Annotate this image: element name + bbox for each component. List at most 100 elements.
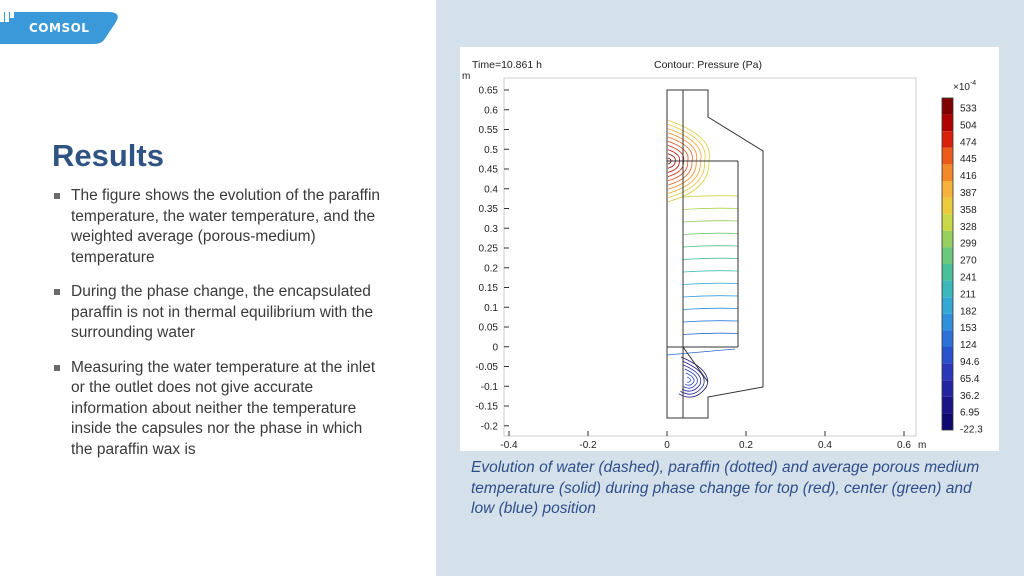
colorbar-label: 211 [960,289,976,300]
y-tick-label: 0.5 [484,145,498,156]
colorbar-label: 533 [960,104,977,115]
y-tick-label: 0.15 [479,283,499,294]
contour-line [682,332,739,335]
bullet-text: During the phase change, the encapsulate… [71,283,374,341]
contour-line [683,368,698,389]
colorbar-label: 387 [960,188,977,199]
plot-frame [503,77,917,437]
geometry-outline [666,89,764,419]
logo-text: COMSOL [29,21,90,35]
colorbar-label: 94.6 [960,357,980,368]
bullet-marker-icon [54,193,60,199]
colorbar-segment [942,164,953,181]
colorbar-frame [941,97,954,431]
colorbar-segment [942,396,953,414]
contour-plot: Time=10.861 h Contour: Pressure (Pa) m m… [462,59,983,451]
colorbar-segment [942,214,953,231]
pressure-contours [666,119,739,398]
colorbar-label: 358 [960,205,977,216]
y-tick-label: -0.2 [481,421,499,432]
inlet-diagonal [682,346,709,383]
colorbar-label: 153 [960,323,977,334]
colorbar-segment [942,347,953,364]
y-tick-label: 0.1 [484,303,498,314]
colorbar-label: -22.3 [960,425,983,436]
colorbar-label: 124 [960,340,977,351]
colorbar-segment [942,147,953,165]
figure-caption: Evolution of water (dashed), paraffin (d… [471,459,980,517]
y-tick-label: 0.3 [484,224,498,235]
y-unit-label: m [462,71,470,82]
y-tick-label: -0.15 [475,402,498,413]
x-unit-label: m [918,440,926,451]
y-tick-label: 0 [492,342,498,353]
colorbar-exponent: ×10-4 [953,80,976,93]
bullet-item: During the phase change, the encapsulate… [52,282,382,344]
contour-line [682,270,739,273]
comsol-logo: COMSOL [0,12,122,44]
x-tick-label: -0.4 [500,440,518,451]
y-axis: 0.65 0.6 0.55 0.5 0.45 0.4 0.35 0.3 0.25 0.2 0.15 0… [475,86,509,432]
bullet-text: Measuring the water temperature at the i… [71,358,376,458]
y-tick-label: 0.55 [479,125,499,136]
contour-line [682,220,739,223]
contour-line [681,364,702,392]
colorbar-label: 241 [960,273,977,284]
contour-line [682,282,739,285]
contour-line [666,348,736,356]
colorbar-segment [942,280,953,298]
bullet-marker-icon [54,364,60,371]
contour-label: Contour: Pressure (Pa) [654,59,762,71]
contour-line [682,295,739,298]
y-tick-label: 0.2 [484,263,498,274]
contour-line [682,307,739,310]
colorbar-label: 504 [960,120,977,131]
comsol-mark-icon [0,12,14,22]
contour-line [682,195,739,198]
y-tick-label: 0.35 [479,204,499,215]
colorbar-label: 416 [960,171,977,182]
colorbar-segment [942,313,953,331]
colorbar-segment [942,230,953,248]
y-tick-label: 0.6 [484,105,498,116]
bullet-list: The figure shows the evolution of the pa… [52,186,382,474]
colorbar-label: 65.4 [960,374,980,385]
colorbar-label: 474 [960,137,977,148]
colorbar-segment [942,330,953,347]
colorbar-segment [942,181,953,198]
colorbar-segment [942,114,953,132]
logo-tab-shape [0,12,118,44]
colorbar-label: 299 [960,239,977,250]
colorbar-label: 36.2 [960,391,980,402]
colorbar-label: 182 [960,306,977,317]
colorbar-segment [942,247,953,264]
contour-line [680,360,705,395]
colorbar-label: 270 [960,256,977,267]
bullet-text: The figure shows the evolution of the pa… [71,187,381,266]
y-tick-label: 0.25 [479,244,499,255]
y-tick-label: 0.4 [484,184,498,195]
time-label: Time=10.861 h [472,59,542,71]
bullet-marker-icon [54,289,60,295]
contour-line [682,245,739,248]
colorbar-label: 445 [960,154,977,165]
colorbar-segment [942,297,953,314]
y-tick-label: -0.1 [481,382,499,393]
colorbar-segment [942,264,953,281]
bullet-item: Measuring the water temperature at the i… [52,358,382,461]
colorbar-label: 328 [960,222,977,233]
colorbar-segment [942,197,953,215]
y-tick-label: 0.65 [479,86,499,97]
x-tick-label: 0.2 [739,440,753,451]
colorbar-segment [942,363,953,381]
contour-line [682,257,739,260]
colorbar-label: 6.95 [960,408,980,419]
colorbar-segment [942,380,953,397]
x-tick-label: 0 [664,440,670,451]
x-tick-label: 0.6 [897,440,911,451]
contour-line [682,207,739,210]
x-tick-label: 0.4 [818,440,832,451]
colorbar-segment [942,131,953,148]
y-tick-label: 0.45 [479,165,499,176]
x-tick-label: -0.2 [579,440,597,451]
